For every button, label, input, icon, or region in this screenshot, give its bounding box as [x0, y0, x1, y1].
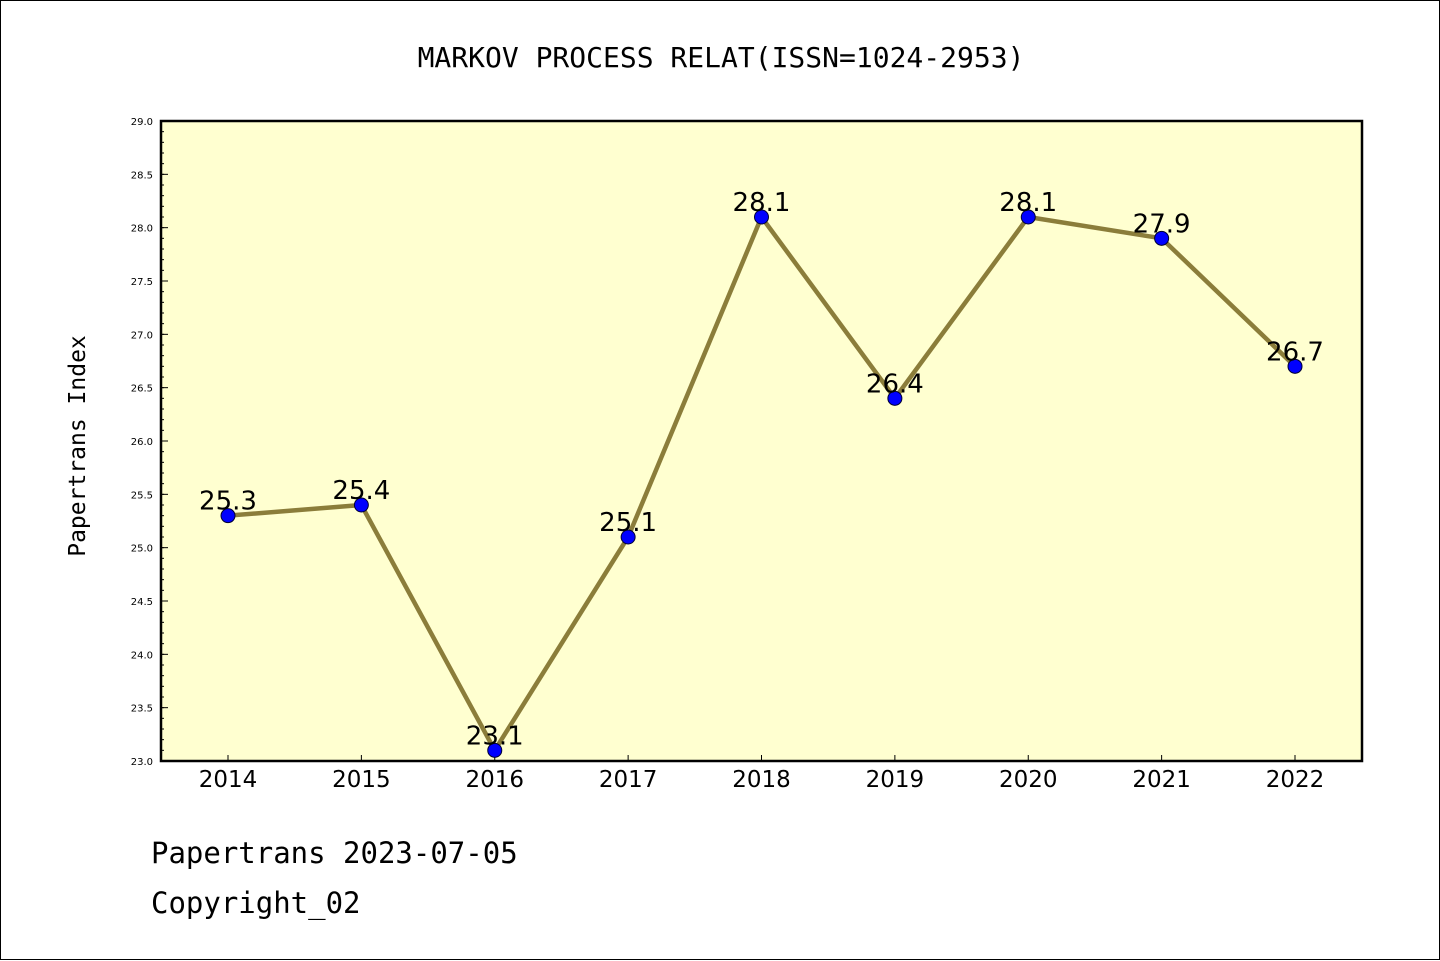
data-label: 26.7 [1266, 337, 1324, 367]
x-axis-ticks: 2014 2015 2016 2017 2018 2019 2020 2021 2022 [199, 755, 1325, 793]
x-tick-label: 2015 [332, 767, 391, 793]
data-point [353, 497, 369, 513]
footer-copyright-text: Copyright_02 [151, 886, 361, 920]
data-label: 26.4 [866, 369, 924, 399]
x-tick-label: 2019 [866, 767, 925, 793]
data-point [620, 529, 636, 545]
plot-area [159, 119, 1364, 763]
x-tick-label: 2016 [465, 767, 524, 793]
x-tick-label: 2018 [732, 767, 791, 793]
data-label: 25.1 [599, 508, 657, 538]
y-tick-label: 28.0 [131, 224, 153, 235]
data-label: 25.4 [332, 476, 390, 506]
data-point [1154, 230, 1170, 246]
data-markers [220, 209, 1303, 758]
y-tick-label: 24.5 [131, 597, 153, 608]
data-point [1020, 209, 1036, 225]
x-tick-label: 2022 [1266, 767, 1325, 793]
x-tick-label: 2014 [199, 767, 258, 793]
data-point [487, 742, 503, 758]
y-tick-label: 26.0 [131, 437, 153, 448]
y-axis-label: Papertrans Index [65, 335, 91, 557]
y-tick-label: 25.0 [131, 544, 153, 555]
footer-date-text: Papertrans 2023-07-05 [151, 836, 518, 870]
data-label: 28.1 [733, 188, 791, 218]
y-tick-label: 27.0 [131, 330, 153, 341]
y-tick-label: 27.5 [131, 277, 153, 288]
y-tick-label: 23.0 [131, 757, 153, 768]
x-tick-label: 2020 [999, 767, 1058, 793]
data-label: 25.3 [199, 487, 257, 517]
x-tick-label: 2021 [1132, 767, 1191, 793]
data-point [220, 508, 236, 524]
x-tick-label: 2017 [599, 767, 658, 793]
chart-title: MARKOV PROCESS RELAT(ISSN=1024-2953) [418, 41, 1025, 74]
y-tick-label: 29.0 [131, 117, 153, 128]
data-label: 27.9 [1133, 209, 1191, 239]
y-tick-label: 23.5 [131, 704, 153, 715]
data-point [887, 390, 903, 406]
y-tick-label: 28.5 [131, 170, 153, 181]
y-tick-label: 24.0 [131, 650, 153, 661]
data-label: 28.1 [999, 188, 1057, 218]
data-label: 23.1 [466, 721, 524, 751]
data-point [1287, 358, 1303, 374]
data-point [754, 209, 769, 225]
data-labels: 25.3 25.4 23.1 25.1 28.1 26.4 28.1 27.9 26.7 [199, 188, 1324, 751]
y-tick-label: 26.5 [131, 384, 153, 395]
y-tick-label: 25.5 [131, 490, 153, 501]
y-axis-ticks: 23.0 23.5 24.0 24.5 25.0 25.5 26.0 26.5 27.0 27.5… [131, 117, 168, 768]
